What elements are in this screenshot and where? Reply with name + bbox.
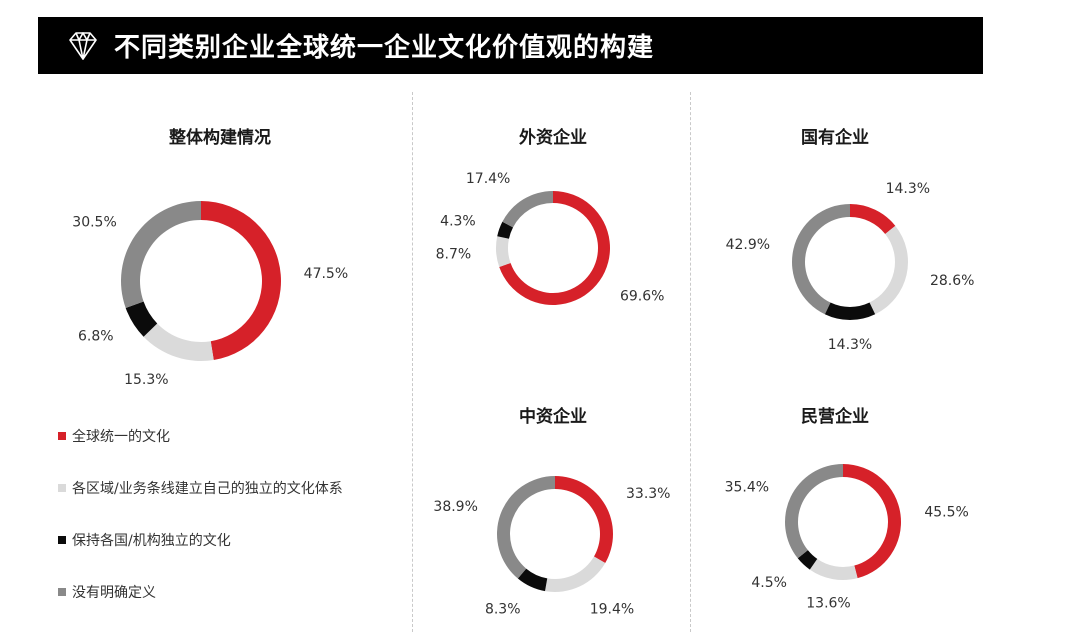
- slice-global-unified: [201, 201, 282, 360]
- data-label: 35.4%: [725, 480, 769, 496]
- chart-title-foreign: 外资企业: [519, 128, 587, 148]
- data-label: 6.8%: [78, 328, 114, 344]
- legend-label: 全球统一的文化: [72, 429, 170, 445]
- data-label: 69.6%: [620, 288, 664, 304]
- data-label: 8.3%: [485, 601, 521, 617]
- data-label: 14.3%: [886, 181, 930, 197]
- slice-country-independent: [797, 550, 818, 570]
- data-label: 33.3%: [626, 486, 670, 502]
- data-label: 42.9%: [726, 237, 770, 253]
- slice-global-unified: [555, 476, 614, 563]
- data-label: 45.5%: [924, 505, 968, 521]
- data-label: 38.9%: [433, 499, 477, 515]
- legend-swatch: [58, 484, 66, 492]
- legend-swatch: [58, 536, 66, 544]
- slice-regional-independent: [143, 323, 214, 362]
- slice-global-unified: [850, 204, 896, 234]
- divider-right: [690, 92, 691, 632]
- data-label: 8.7%: [436, 246, 472, 262]
- legend: 全球统一的文化 各区域/业务条线建立自己的独立的文化体系 保持各国/机构独立的文…: [58, 410, 343, 618]
- legend-label: 保持各国/机构独立的文化: [72, 533, 231, 549]
- slice-regional-independent: [545, 556, 606, 592]
- legend-label: 各区域/业务条线建立自己的独立的文化体系: [72, 481, 343, 497]
- legend-swatch: [58, 432, 66, 440]
- page-title: 不同类别企业全球统一企业文化价值观的构建: [114, 33, 655, 63]
- legend-item: 保持各国/机构独立的文化: [58, 514, 343, 566]
- chart-title-state: 国有企业: [801, 128, 869, 148]
- data-label: 47.5%: [304, 266, 348, 282]
- legend-item: 没有明确定义: [58, 566, 343, 618]
- slice-undefined: [496, 476, 555, 579]
- chart-title-private: 民营企业: [801, 407, 869, 427]
- slice-undefined: [792, 204, 850, 315]
- data-label: 30.5%: [72, 215, 116, 231]
- slice-undefined: [785, 464, 843, 559]
- slice-country-independent: [497, 221, 514, 239]
- slice-regional-independent: [809, 558, 858, 580]
- data-label: 17.4%: [466, 171, 510, 187]
- legend-item: 各区域/业务条线建立自己的独立的文化体系: [58, 462, 343, 514]
- slice-undefined: [120, 201, 201, 308]
- data-label: 13.6%: [806, 596, 850, 612]
- slice-country-independent: [824, 302, 876, 320]
- data-label: 14.3%: [828, 337, 872, 353]
- chart-title-overall: 整体构建情况: [169, 128, 271, 148]
- data-label: 15.3%: [124, 372, 168, 388]
- legend-item: 全球统一的文化: [58, 410, 343, 462]
- data-label: 28.6%: [930, 273, 974, 289]
- divider-left: [412, 92, 413, 632]
- data-label: 4.3%: [440, 213, 476, 229]
- data-label: 4.5%: [751, 575, 787, 591]
- slice-regional-independent: [869, 225, 908, 315]
- title-bar: 不同类别企业全球统一企业文化价值观的构建: [38, 17, 983, 74]
- slice-global-unified: [843, 464, 902, 579]
- diamond-icon: [69, 31, 97, 60]
- legend-swatch: [58, 588, 66, 596]
- slice-country-independent: [125, 301, 158, 337]
- chart-title-chinese: 中资企业: [519, 407, 587, 427]
- slice-country-independent: [517, 568, 548, 592]
- slice-undefined: [502, 191, 553, 228]
- legend-label: 没有明确定义: [72, 585, 156, 601]
- slice-regional-independent: [496, 236, 511, 267]
- data-label: 19.4%: [590, 601, 634, 617]
